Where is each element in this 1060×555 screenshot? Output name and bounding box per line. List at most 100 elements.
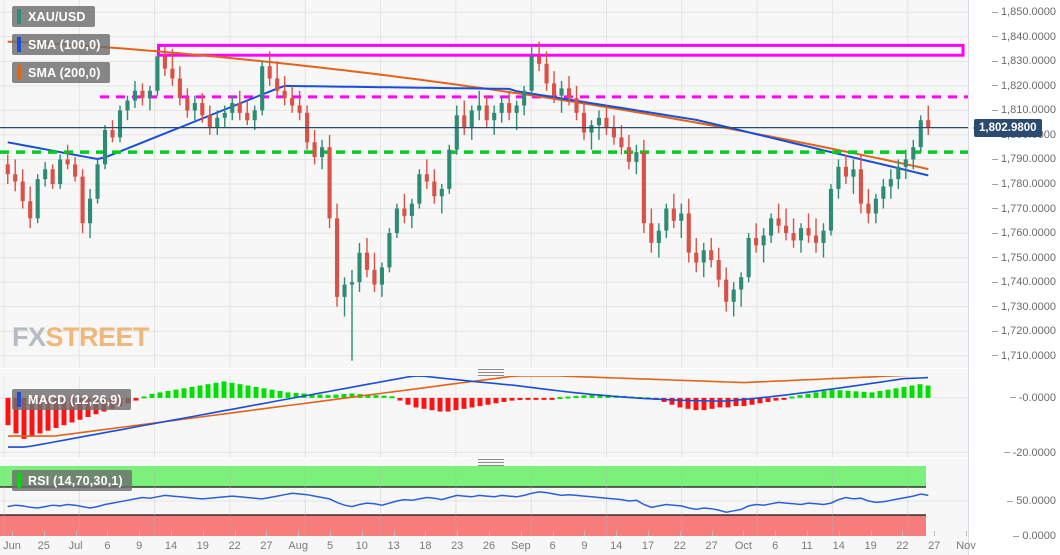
date-tick: 6 — [772, 540, 779, 552]
date-tick: 19 — [196, 540, 209, 552]
date-tick: Nov — [956, 540, 976, 552]
legend-sma200[interactable]: SMA (200,0) — [12, 62, 110, 83]
price-chart-canvas[interactable] — [0, 0, 1060, 368]
legend-symbol-label: XAU/USD — [28, 9, 86, 24]
price-tick: 1,850.0000 — [991, 6, 1056, 18]
rsi-tick: 50.0000 — [1007, 495, 1056, 507]
price-tick: 1,750.0000 — [991, 252, 1056, 264]
watermark-fx: FX — [12, 322, 46, 352]
date-tick-mark — [202, 531, 204, 536]
date-tick: Sep — [511, 540, 531, 552]
date-tick: 6 — [549, 540, 556, 552]
date-tick: 11 — [801, 540, 813, 552]
rsi-panel[interactable] — [0, 466, 1060, 536]
date-tick-mark — [266, 531, 268, 536]
watermark-street: STREET — [45, 322, 150, 352]
date-tick: 18 — [419, 540, 432, 552]
date-tick-mark — [330, 531, 331, 536]
legend-rsi-label: RSI (14,70,30,1) — [28, 473, 123, 488]
date-tick-mark — [775, 531, 777, 536]
panel-resize-grip-1[interactable] — [478, 369, 504, 376]
date-tick: 27 — [260, 540, 273, 552]
price-tick: 1,710.0000 — [991, 350, 1056, 362]
date-tick: 26 — [482, 540, 496, 552]
date-tick-mark — [552, 531, 554, 536]
rsi-color-swatch — [17, 473, 21, 488]
date-tick-mark — [361, 531, 363, 536]
date-tick-mark — [648, 531, 649, 536]
date-tick: 14 — [610, 540, 623, 552]
price-tick: 1,840.0000 — [991, 31, 1056, 43]
date-tick: 19 — [864, 540, 877, 552]
date-tick-mark — [75, 531, 77, 536]
price-tick: 1,770.0000 — [991, 203, 1056, 215]
macd-canvas[interactable] — [0, 376, 1060, 458]
macd-panel[interactable] — [0, 376, 1060, 458]
panel-divider-1 — [0, 368, 1060, 369]
panel-divider-2 — [0, 458, 1060, 459]
legend-sma200-label: SMA (200,0) — [28, 65, 101, 80]
price-tick: 1,780.0000 — [991, 178, 1056, 190]
date-tick: 22 — [896, 540, 909, 552]
sma200-color-swatch — [17, 65, 21, 80]
date-tick: Aug — [288, 540, 308, 552]
date-tick-mark — [107, 531, 109, 536]
date-tick-mark — [966, 531, 967, 536]
price-chart-panel[interactable] — [0, 0, 1060, 368]
date-tick-mark — [838, 531, 840, 536]
date-tick: 14 — [832, 540, 845, 552]
date-tick: 13 — [387, 540, 400, 552]
legend-macd-label: MACD (12,26,9) — [28, 392, 122, 407]
date-tick-mark — [234, 531, 236, 536]
date-tick: 27 — [705, 540, 718, 552]
date-tick: Oct — [734, 540, 752, 552]
date-tick: 22 — [228, 540, 241, 552]
price-axis[interactable]: 1,850.0000 1,840.0000 1,830.0000 1,820.0000… — [968, 0, 1060, 555]
macd-tick: -0.0000 — [1009, 392, 1056, 404]
date-tick: Jun — [3, 540, 21, 552]
legend-rsi[interactable]: RSI (14,70,30,1) — [12, 470, 132, 491]
date-tick-mark — [616, 531, 618, 536]
date-tick: 9 — [581, 540, 588, 552]
rsi-tick: 0.0000 — [1013, 530, 1056, 542]
date-tick-mark — [12, 531, 13, 536]
symbol-color-swatch — [17, 9, 21, 24]
date-tick-mark — [298, 531, 300, 536]
fxstreet-watermark: FXSTREET — [12, 322, 150, 353]
date-tick: 27 — [928, 540, 941, 552]
date-tick-mark — [393, 531, 395, 536]
date-tick-mark — [679, 531, 681, 536]
date-tick-mark — [425, 531, 427, 536]
current-price-badge: 1,802.9800 — [973, 118, 1042, 137]
date-tick-mark — [457, 531, 459, 536]
price-tick: 1,730.0000 — [991, 301, 1056, 313]
panel-resize-grip-2[interactable] — [478, 459, 504, 466]
legend-symbol[interactable]: XAU/USD — [12, 6, 95, 27]
sma100-color-swatch — [17, 37, 21, 52]
date-tick: 17 — [641, 540, 655, 552]
date-tick: 23 — [451, 540, 464, 552]
price-tick: 1,790.0000 — [991, 153, 1056, 165]
date-tick-mark — [139, 531, 141, 536]
date-tick-mark — [807, 531, 808, 536]
price-tick: 1,830.0000 — [991, 55, 1056, 67]
macd-color-swatch — [17, 392, 21, 407]
date-tick-mark — [870, 531, 872, 536]
date-tick: 6 — [104, 540, 111, 552]
rsi-canvas[interactable] — [0, 466, 1060, 536]
date-tick: 9 — [136, 540, 143, 552]
price-tick: 1,820.0000 — [991, 80, 1056, 92]
date-tick: 22 — [673, 540, 686, 552]
price-tick: 1,740.0000 — [991, 276, 1056, 288]
legend-sma100[interactable]: SMA (100,0) — [12, 34, 110, 55]
date-tick: 10 — [355, 540, 368, 552]
date-tick: Jul — [68, 540, 83, 552]
legend-macd[interactable]: MACD (12,26,9) — [12, 389, 131, 410]
price-tick: 1,810.0000 — [991, 104, 1056, 116]
date-tick-mark — [711, 531, 713, 536]
price-tick: 1,760.0000 — [991, 227, 1056, 239]
date-tick-mark — [171, 531, 172, 536]
date-tick: 25 — [37, 540, 50, 552]
date-tick-mark — [520, 531, 522, 536]
date-tick-mark — [934, 531, 936, 536]
